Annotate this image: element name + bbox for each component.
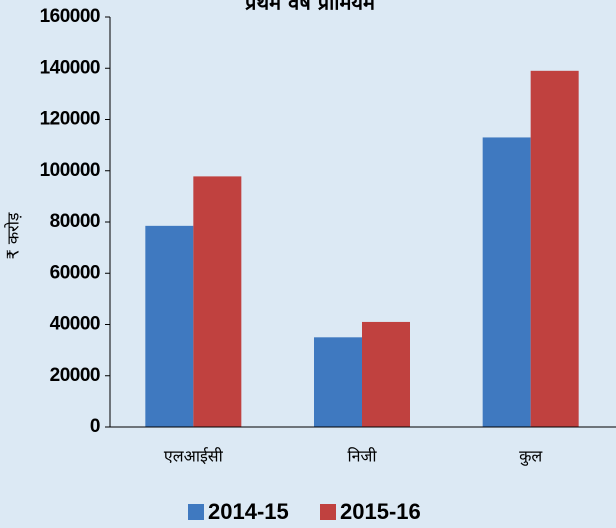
y-tick-label: 0 <box>90 416 100 437</box>
legend-label: 2014-15 <box>208 499 289 524</box>
y-tick-label: 120000 <box>40 109 100 130</box>
y-tick-label: 80000 <box>50 211 100 232</box>
legend-swatch <box>188 504 204 520</box>
y-tick-label: 40000 <box>50 314 100 335</box>
bar <box>530 70 579 427</box>
y-tick-label: 160000 <box>40 6 100 27</box>
x-tick-label: कुल <box>519 447 543 467</box>
y-axis-label: ₹ करोड़ <box>4 212 23 259</box>
legend-label: 2015-16 <box>340 499 421 524</box>
y-tick-label: 140000 <box>40 57 100 78</box>
chart-title: प्रथम वर्ष प्रीमियम <box>244 0 376 15</box>
x-tick-label: निजी <box>347 447 377 466</box>
bar <box>314 337 362 427</box>
y-tick-label: 20000 <box>50 365 100 386</box>
legend-swatch <box>320 504 336 520</box>
bar <box>193 176 242 427</box>
y-tick-label: 100000 <box>40 160 100 181</box>
bar <box>482 137 531 427</box>
x-tick-label: एलआईसी <box>164 447 224 466</box>
bar <box>145 225 194 427</box>
bar <box>362 321 410 427</box>
y-tick-label: 60000 <box>50 262 100 283</box>
